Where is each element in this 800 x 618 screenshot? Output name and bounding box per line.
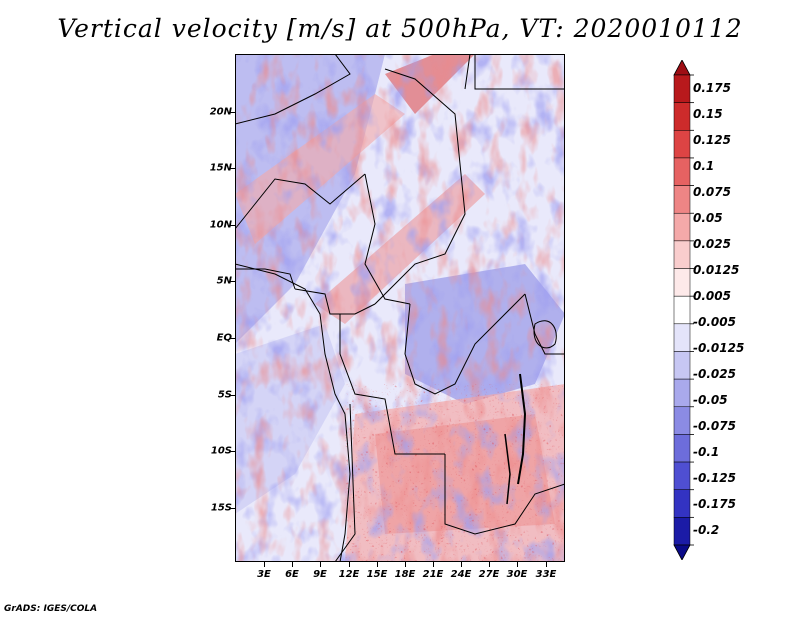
lon-label-33e: 33E: [535, 569, 557, 580]
lat-label-20n: 20N: [209, 106, 232, 118]
lon-label-24e: 24E: [450, 569, 472, 580]
colorbar-segment: [673, 130, 691, 159]
lon-tick: [517, 562, 518, 567]
colorbar-label: -0.125: [693, 471, 736, 485]
colorbar-label: -0.005: [693, 315, 736, 329]
lon-label-27e: 27E: [478, 569, 500, 580]
colorbar-segment: [673, 74, 691, 103]
colorbar-label: -0.025: [693, 367, 736, 381]
colorbar: [673, 60, 694, 560]
vertical-velocity-map: [235, 54, 565, 562]
lat-tick: [230, 508, 235, 509]
colorbar-label: -0.075: [693, 419, 736, 433]
lon-label-6e: 6E: [285, 569, 299, 580]
colorbar-segment: [673, 351, 691, 380]
colorbar-segment: [673, 323, 691, 352]
colorbar-segment: [673, 212, 691, 242]
lon-tick: [489, 562, 490, 567]
lon-tick: [320, 562, 321, 567]
colorbar-segment: [673, 157, 691, 186]
lon-tick: [405, 562, 406, 567]
lat-tick: [230, 395, 235, 396]
colorbar-segment: [673, 489, 691, 518]
colorbar-segment: [673, 185, 691, 214]
lon-label-9e: 9E: [313, 569, 327, 580]
lon-tick: [377, 562, 378, 567]
colorbar-label: 0.025: [693, 237, 731, 251]
colorbar-label: 0.175: [693, 81, 731, 95]
colorbar-label: -0.2: [693, 523, 720, 537]
lon-label-12e: 12E: [338, 569, 360, 580]
colorbar-label: 0.125: [693, 133, 731, 147]
lat-label-eq: EQ: [216, 332, 232, 344]
lat-tick: [230, 338, 235, 339]
lon-tick: [461, 562, 462, 567]
colorbar-segment: [673, 434, 691, 463]
lon-tick: [292, 562, 293, 567]
colorbar-label: 0.005: [693, 289, 731, 303]
lat-label-15s: 15S: [210, 502, 232, 514]
colorbar-label: 0.0125: [693, 263, 740, 277]
lat-tick: [230, 168, 235, 169]
lat-label-10n: 10N: [209, 219, 232, 231]
lat-tick: [230, 451, 235, 452]
colorbar-label: -0.05: [693, 393, 728, 407]
colorbar-segment: [673, 102, 691, 131]
lon-tick: [349, 562, 350, 567]
grads-credit: GrADS: IGES/COLA: [4, 604, 98, 614]
colorbar-label: 0.1: [693, 159, 715, 173]
lat-tick: [230, 225, 235, 226]
lat-tick: [230, 281, 235, 282]
colorbar-label: -0.175: [693, 497, 736, 511]
lon-tick: [264, 562, 265, 567]
lat-label-10s: 10S: [210, 445, 232, 457]
map-frame: [235, 54, 565, 562]
colorbar-segment: [673, 461, 691, 490]
colorbar-segment: [673, 60, 691, 76]
colorbar-label: 0.075: [693, 185, 731, 199]
lon-label-3e: 3E: [257, 569, 271, 580]
lat-label-5n: 5N: [216, 275, 232, 287]
lon-label-30e: 30E: [506, 569, 528, 580]
colorbar-label: 0.15: [693, 107, 723, 121]
lon-label-18e: 18E: [394, 569, 416, 580]
map-title: Vertical velocity [m/s] at 500hPa, VT: 2…: [57, 14, 743, 43]
lon-label-21e: 21E: [422, 569, 444, 580]
colorbar-segment: [673, 378, 691, 408]
lat-tick: [230, 112, 235, 113]
lon-tick: [546, 562, 547, 567]
colorbar-segment: [673, 517, 691, 546]
colorbar-segment: [673, 544, 691, 560]
colorbar-label: 0.05: [693, 211, 723, 225]
lon-label-15e: 15E: [366, 569, 388, 580]
map-field-svg: [235, 54, 565, 562]
colorbar-label: -0.0125: [693, 341, 745, 355]
colorbar-segment: [673, 268, 691, 297]
lon-tick: [433, 562, 434, 567]
lat-label-5s: 5S: [217, 389, 232, 401]
colorbar-segment: [673, 406, 691, 435]
colorbar-segment: [673, 240, 691, 269]
colorbar-segment: [673, 295, 691, 325]
lat-label-15n: 15N: [209, 162, 232, 174]
colorbar-label: -0.1: [693, 445, 720, 459]
